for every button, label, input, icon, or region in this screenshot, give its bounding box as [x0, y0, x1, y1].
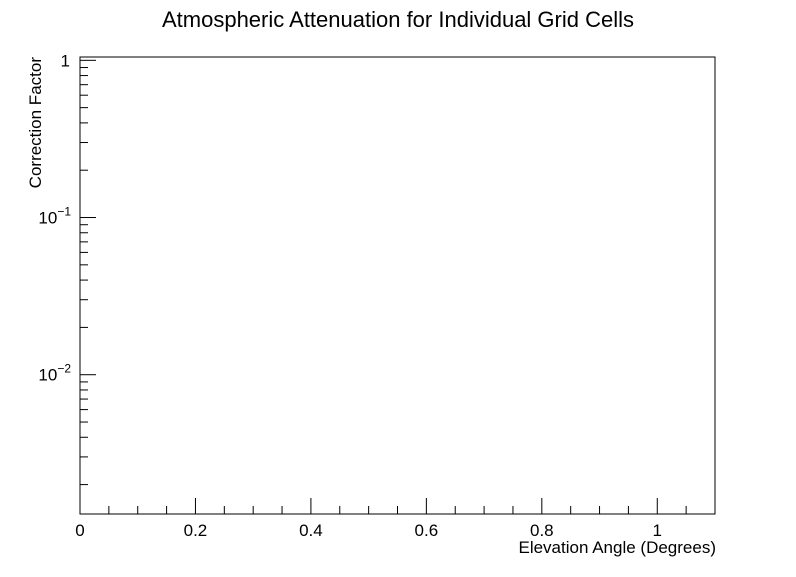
x-axis-title: Elevation Angle (Degrees) — [518, 538, 716, 557]
x-tick-label: 0.2 — [184, 521, 208, 540]
x-axis-tick-labels: 0 0.2 0.4 0.6 0.8 1 — [75, 521, 662, 540]
chart-title: Atmospheric Attenuation for Individual G… — [162, 7, 634, 32]
x-tick-label: 0.8 — [530, 521, 554, 540]
x-tick-label: 1 — [653, 521, 662, 540]
x-tick-label: 0.4 — [299, 521, 323, 540]
y-tick-label: 1 — [61, 51, 70, 70]
plot-frame — [79, 56, 716, 515]
x-tick-label: 0 — [75, 521, 84, 540]
y-axis-title: Correction Factor — [26, 57, 45, 189]
y-axis-tick-labels: 10−2 10−1 1 — [38, 51, 71, 384]
x-tick-label: 0.6 — [415, 521, 439, 540]
y-tick-label: 10−1 — [38, 205, 71, 228]
y-axis-ticks — [80, 59, 96, 486]
y-tick-label: 10−2 — [38, 362, 71, 385]
x-axis-ticks — [79, 498, 716, 514]
